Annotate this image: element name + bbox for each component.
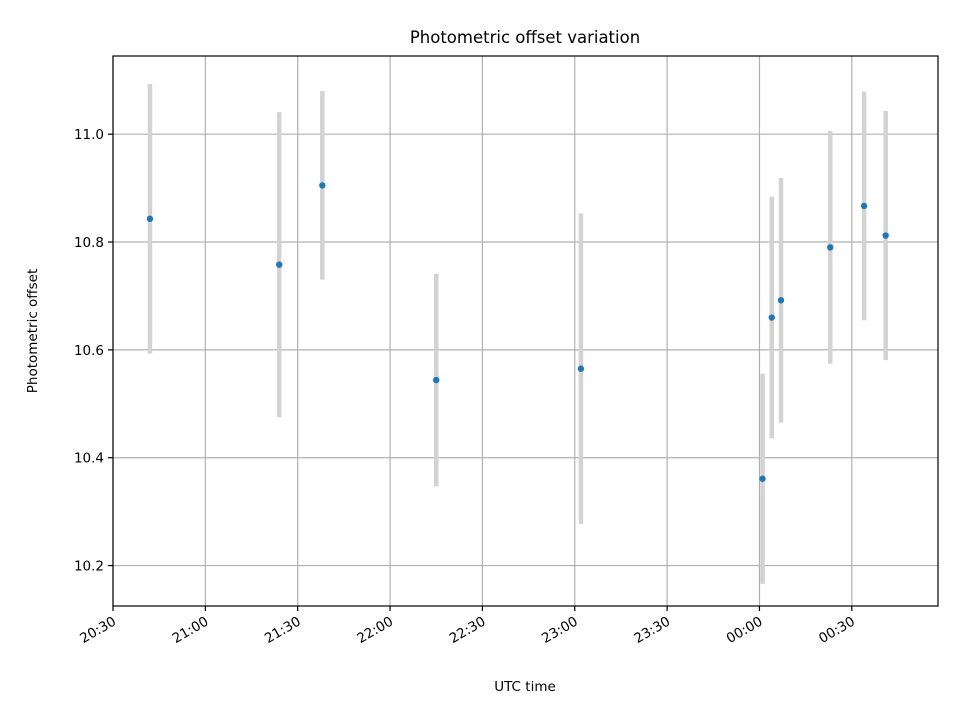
x-tick-label: 23:00	[539, 614, 581, 647]
x-tick-label: 00:00	[724, 614, 766, 647]
x-tick-label: 22:30	[447, 614, 489, 647]
plot-frame	[112, 55, 939, 607]
x-axis-ticks: 20:30 21:00 21:30 22:00 22:30 23:00 23:30 00:00…	[77, 606, 858, 647]
data-point	[882, 232, 889, 239]
data-point	[146, 215, 154, 223]
x-tick-label: 23:30	[631, 614, 673, 647]
x-tick-label: 20:30	[77, 614, 119, 647]
x-tick-label: 22:00	[354, 614, 396, 647]
data-point	[433, 376, 440, 384]
x-tick-label: 21:00	[170, 614, 212, 647]
data-points	[146, 182, 889, 482]
chart-title: Photometric offset variation	[410, 28, 640, 47]
y-tick-label: 10.8	[74, 235, 104, 251]
error-bars	[147, 84, 888, 584]
y-tick-label: 10.4	[74, 451, 104, 467]
y-axis-ticks: 10.2 10.4 10.6 10.8 11.0	[74, 127, 113, 575]
y-tick-label: 10.6	[74, 343, 104, 359]
data-point	[777, 297, 785, 304]
x-axis-label: UTC time	[494, 679, 556, 695]
data-point	[319, 182, 326, 189]
y-tick-label: 11.0	[74, 127, 104, 143]
data-point	[860, 202, 868, 210]
grid	[112, 56, 938, 606]
y-tick-label: 10.2	[74, 559, 104, 575]
data-point	[768, 314, 775, 321]
data-point	[276, 261, 283, 268]
x-tick-label: 00:30	[816, 614, 858, 647]
data-point	[759, 475, 766, 482]
x-tick-label: 21:30	[262, 614, 304, 647]
data-point	[577, 365, 585, 372]
y-axis-label: Photometric offset	[25, 269, 41, 393]
data-point	[827, 244, 834, 251]
